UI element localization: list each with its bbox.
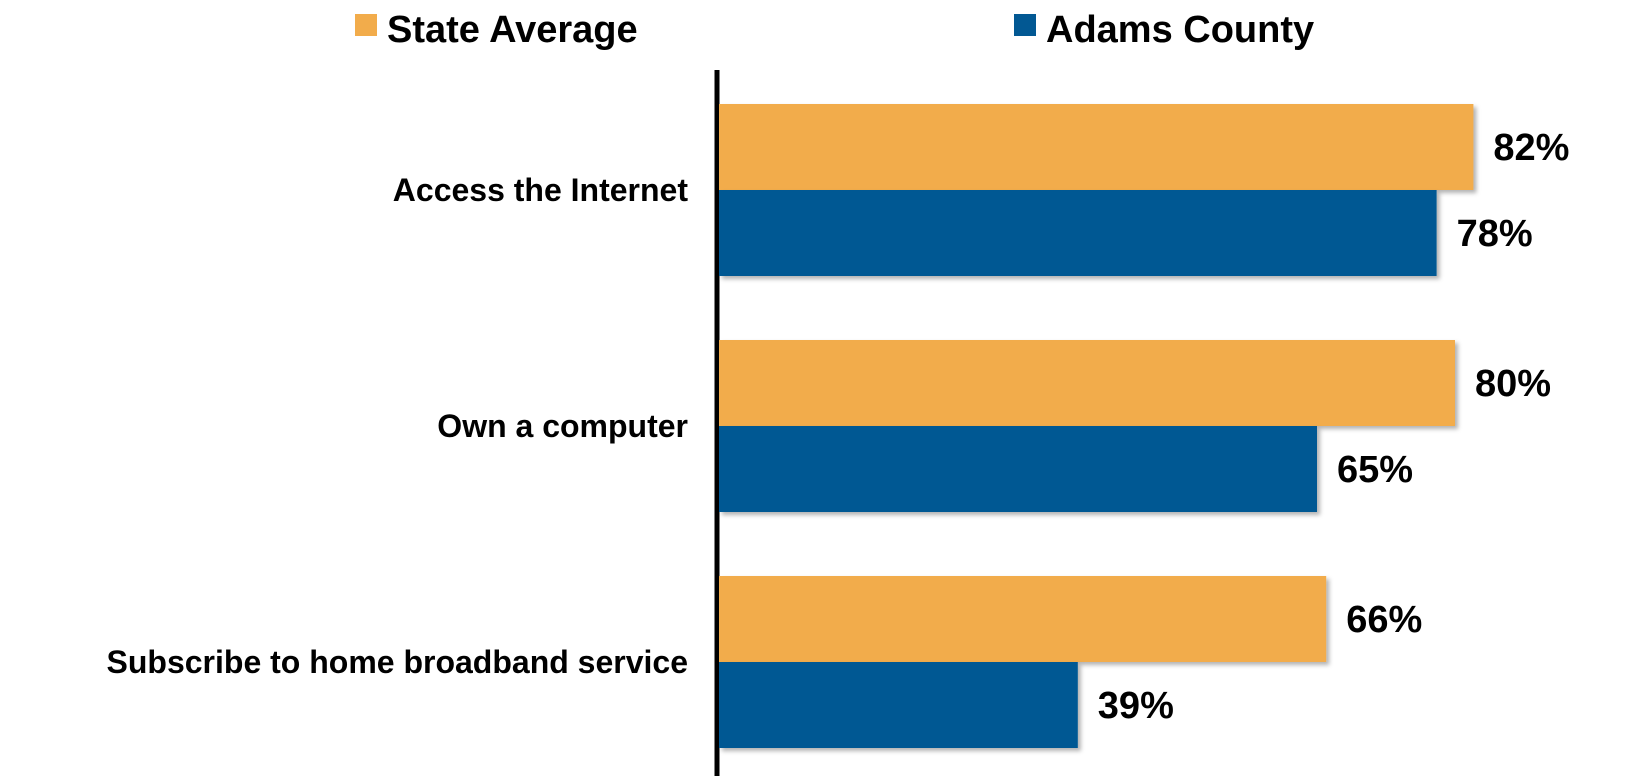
bar-adams-county-subscribe-to-home-broadband-service [719, 662, 1078, 748]
category-label-subscribe-to-home-broadband-service: Subscribe to home broadband service [107, 644, 688, 680]
bar-state-average-subscribe-to-home-broadband-service [719, 576, 1327, 662]
category-labels: Access the Internet Own a computer Subscri… [107, 172, 689, 680]
legend-label-state-average: State Average [387, 9, 638, 51]
category-label-access-the-internet: Access the Internet [393, 172, 689, 208]
bar-adams-county-access-the-internet [719, 190, 1437, 276]
bars [719, 104, 1474, 748]
value-labels: 82% 78% 80% 65% 66% 39% [1098, 127, 1570, 727]
bar-state-average-own-a-computer [719, 340, 1455, 426]
value-label-state-average-subscribe-to-home-broadband-service: 66% [1346, 599, 1422, 641]
value-label-adams-county-access-the-internet: 78% [1457, 213, 1533, 255]
value-label-state-average-access-the-internet: 82% [1493, 127, 1569, 169]
value-label-state-average-own-a-computer: 80% [1475, 363, 1551, 405]
bar-adams-county-own-a-computer [719, 426, 1317, 512]
value-label-adams-county-subscribe-to-home-broadband-service: 39% [1098, 685, 1174, 727]
legend-swatch-adams-county [1014, 14, 1036, 36]
legend-item-state-average: State Average [355, 9, 638, 51]
category-label-own-a-computer: Own a computer [437, 408, 688, 444]
legend-label-adams-county: Adams County [1046, 9, 1314, 51]
value-label-adams-county-own-a-computer: 65% [1337, 449, 1413, 491]
bar-state-average-access-the-internet [719, 104, 1474, 190]
legend-swatch-state-average [355, 14, 377, 36]
legend: State Average Adams County [355, 9, 1314, 51]
legend-item-adams-county: Adams County [1014, 9, 1314, 51]
